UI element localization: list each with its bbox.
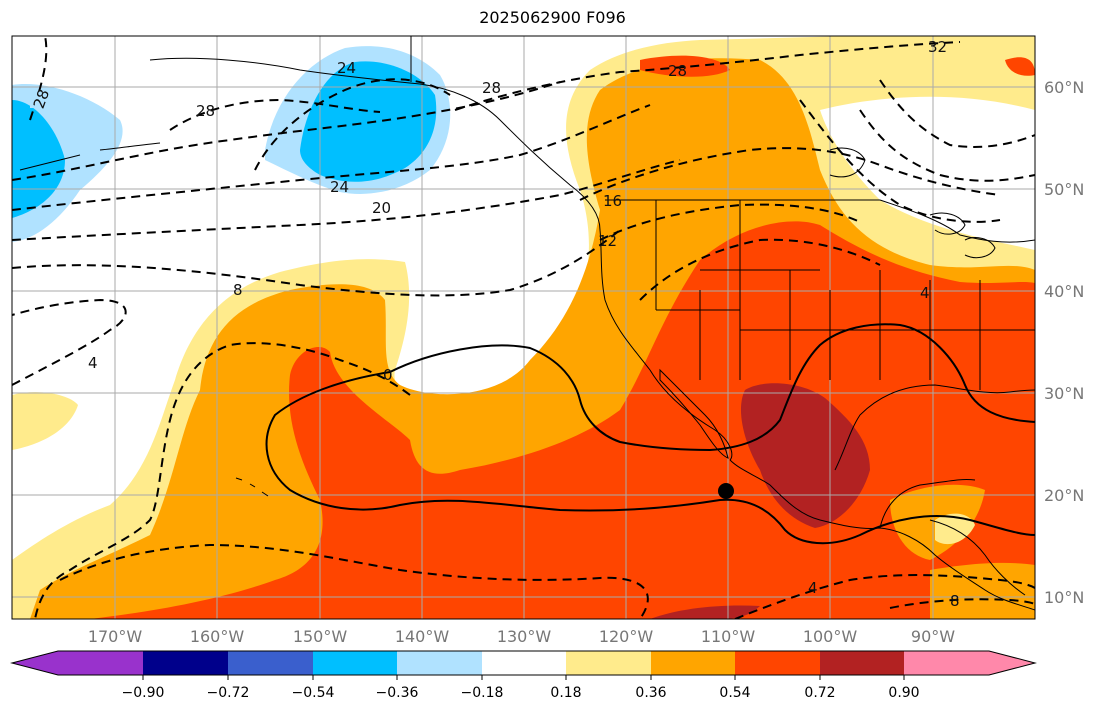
black-dot-marker [718,483,734,499]
dashed-contours [12,36,1035,619]
colorbar-segment [228,651,313,675]
contour-label: 4 [808,579,818,597]
anomaly-fill-neg036-b [300,61,437,182]
colorbar-segment [989,651,1035,675]
colorbar-segment [482,651,566,675]
colorbar-segment [58,651,143,675]
lat-label: 20°N [1044,486,1084,505]
lon-label: 90°W [911,627,955,646]
colorbar-tick-label: 0.90 [888,685,919,701]
contour-label: 28 [30,87,53,111]
longitude-labels: 170°W 160°W 150°W 140°W 130°W 120°W 110°… [88,627,955,646]
contour-label: 28 [482,79,501,97]
colorbar-tick-label: −0.72 [207,685,250,701]
lat-label: 60°N [1044,78,1084,97]
anomaly-fill-072 [740,383,870,528]
contour-label: 0 [383,366,393,384]
lat-label: 50°N [1044,180,1084,199]
colorbar-tick-label: −0.54 [292,685,335,701]
lon-label: 100°W [803,627,858,646]
coastlines [19,36,1035,611]
contour-label: 4 [920,284,930,302]
colorbar-segment [313,651,397,675]
colorbar-segment [566,651,651,675]
colorbar-outline [10,650,1037,676]
colorbar: −0.90 −0.72 −0.54 −0.36 −0.18 0.18 0.36 … [10,650,1037,701]
lon-label: 120°W [599,627,654,646]
lon-label: 140°W [395,627,450,646]
zero-contour [265,323,1035,545]
latitude-labels: 60°N 50°N 40°N 30°N 20°N 10°N [1044,78,1084,607]
contour-label: 32 [928,38,947,56]
contour-label: 20 [372,199,391,217]
colorbar-tick-label: 0.72 [804,685,835,701]
colorbar-segment [397,651,482,675]
lon-label: 110°W [701,627,756,646]
colorbar-tick-label: 0.18 [550,685,581,701]
map-plot-area [12,36,1035,619]
contour-label: 8 [233,281,243,299]
lon-label: 130°W [497,627,552,646]
map-border [11,35,1036,620]
contour-labels: 28 24 28 24 28 20 16 12 8 4 0 4 4 8 32 2… [30,38,960,610]
colorbar-tick-label: −0.18 [461,685,504,701]
colorbar-segment [820,651,904,675]
colorbar-tick-label: −0.90 [122,685,165,701]
colorbar-tick-label: −0.36 [376,685,419,701]
contour-label: 16 [603,192,622,210]
colorbar-segment [904,651,989,675]
contour-label: 28 [668,62,687,80]
contour-label: 12 [598,232,617,250]
graticule [12,36,1035,619]
lat-label: 30°N [1044,384,1084,403]
colorbar-tick-label: 0.36 [635,685,666,701]
map-title: 2025062900 F096 [479,8,626,27]
contour-label: 24 [337,59,356,77]
contour-label: 8 [950,592,960,610]
lon-label: 160°W [190,627,245,646]
colorbar-segment [735,651,820,675]
colorbar-tick-label: 0.54 [719,685,750,701]
lon-label: 150°W [293,627,348,646]
contour-label: 28 [196,102,215,120]
colorbar-segment [143,651,228,675]
contour-label: 4 [88,354,98,372]
lat-label: 10°N [1044,588,1084,607]
contour-label: 24 [330,178,349,196]
colorbar-segment [12,651,58,675]
lat-label: 40°N [1044,282,1084,301]
lon-label: 170°W [88,627,143,646]
colorbar-segment [651,651,735,675]
